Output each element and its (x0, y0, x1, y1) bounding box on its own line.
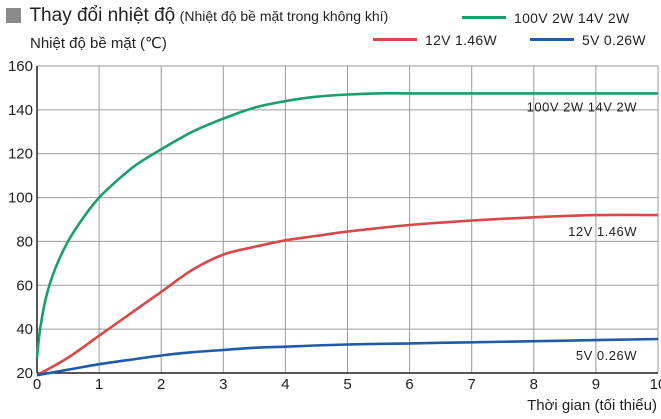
series-annotation-0: 100V 2W 14V 2W (527, 99, 638, 114)
x-tick-label-9: 9 (592, 376, 600, 393)
y-tick-label-3: 80 (16, 233, 33, 250)
legend-swatch-series-1 (373, 38, 417, 41)
x-tick-label-8: 8 (530, 376, 538, 393)
series-annotation-2: 5V 0.26W (576, 348, 637, 363)
y-tick-label-0: 20 (16, 365, 33, 382)
x-tick-label-2: 2 (157, 376, 165, 393)
legend-swatch-series-2 (530, 38, 574, 41)
x-axis-label: Thời gian (tối thiểu) (527, 397, 657, 414)
x-tick-label-10: 10 (650, 376, 661, 393)
series-line-0 (35, 92, 658, 358)
legend-label-series-1: 12V 1.46W (425, 32, 497, 48)
x-tick-label-0: 0 (33, 376, 41, 393)
legend-item-series-2: 5V 0.26W (530, 32, 646, 48)
x-tick-label-6: 6 (405, 376, 413, 393)
title-marker-square (6, 8, 21, 23)
series-line-2 (36, 337, 659, 377)
x-tick-label-5: 5 (343, 376, 351, 393)
x-tick-label-3: 3 (219, 376, 227, 393)
chart-title-text: Thay đổi nhiệt độ (29, 5, 176, 26)
y-tick-label-5: 120 (8, 146, 33, 163)
legend-label-series-2: 5V 0.26W (582, 32, 646, 48)
y-tick-label-1: 40 (16, 321, 33, 338)
legend-label-series-0: 100V 2W 14V 2W (514, 10, 630, 26)
x-tick-label-4: 4 (281, 376, 289, 393)
chart-title: Thay đổi nhiệt độ (Nhiệt độ bề mặt trong… (6, 5, 388, 27)
series-line-1 (36, 213, 659, 377)
y-tick-label-2: 60 (16, 277, 33, 294)
y-tick-label-7: 160 (8, 58, 33, 75)
chart-subtitle: (Nhiệt độ bề mặt trong không khí) (179, 8, 389, 24)
legend-item-series-0: 100V 2W 14V 2W (462, 10, 629, 26)
legend-item-series-1: 12V 1.46W (373, 32, 497, 48)
y-tick-label-4: 100 (8, 190, 33, 207)
legend-swatch-series-0 (462, 16, 506, 19)
series-annotation-1: 12V 1.46W (568, 224, 637, 239)
y-axis-label: Nhiệt độ bề mặt (℃) (30, 35, 167, 52)
y-tick-label-6: 140 (8, 102, 33, 119)
x-tick-label-7: 7 (468, 376, 476, 393)
x-tick-label-1: 1 (95, 376, 103, 393)
